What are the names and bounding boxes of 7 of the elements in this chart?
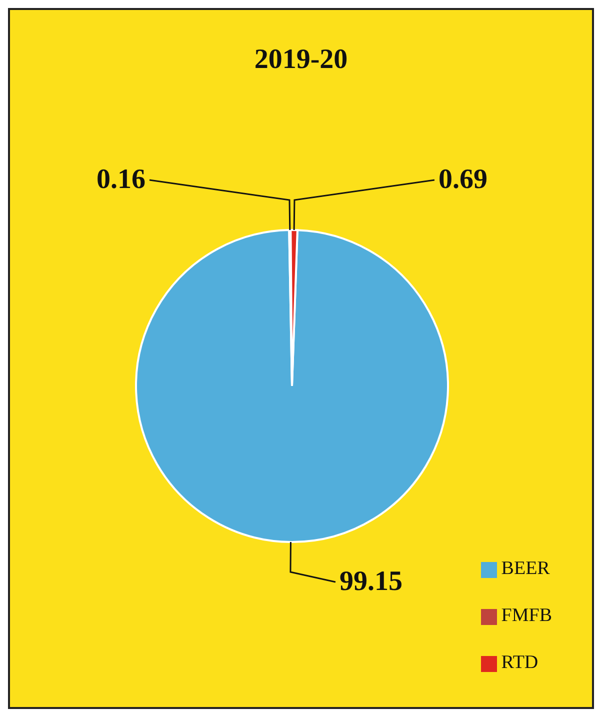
data-label: 99.15 [339, 566, 402, 597]
data-label: 0.69 [438, 164, 488, 196]
legend-label: RTD [501, 652, 538, 673]
data-label: 0.16 [96, 164, 146, 196]
legend-label: FMFB [501, 605, 552, 626]
chart-title: 2019-20 [253, 44, 349, 76]
legend-label: BEER [501, 558, 550, 579]
